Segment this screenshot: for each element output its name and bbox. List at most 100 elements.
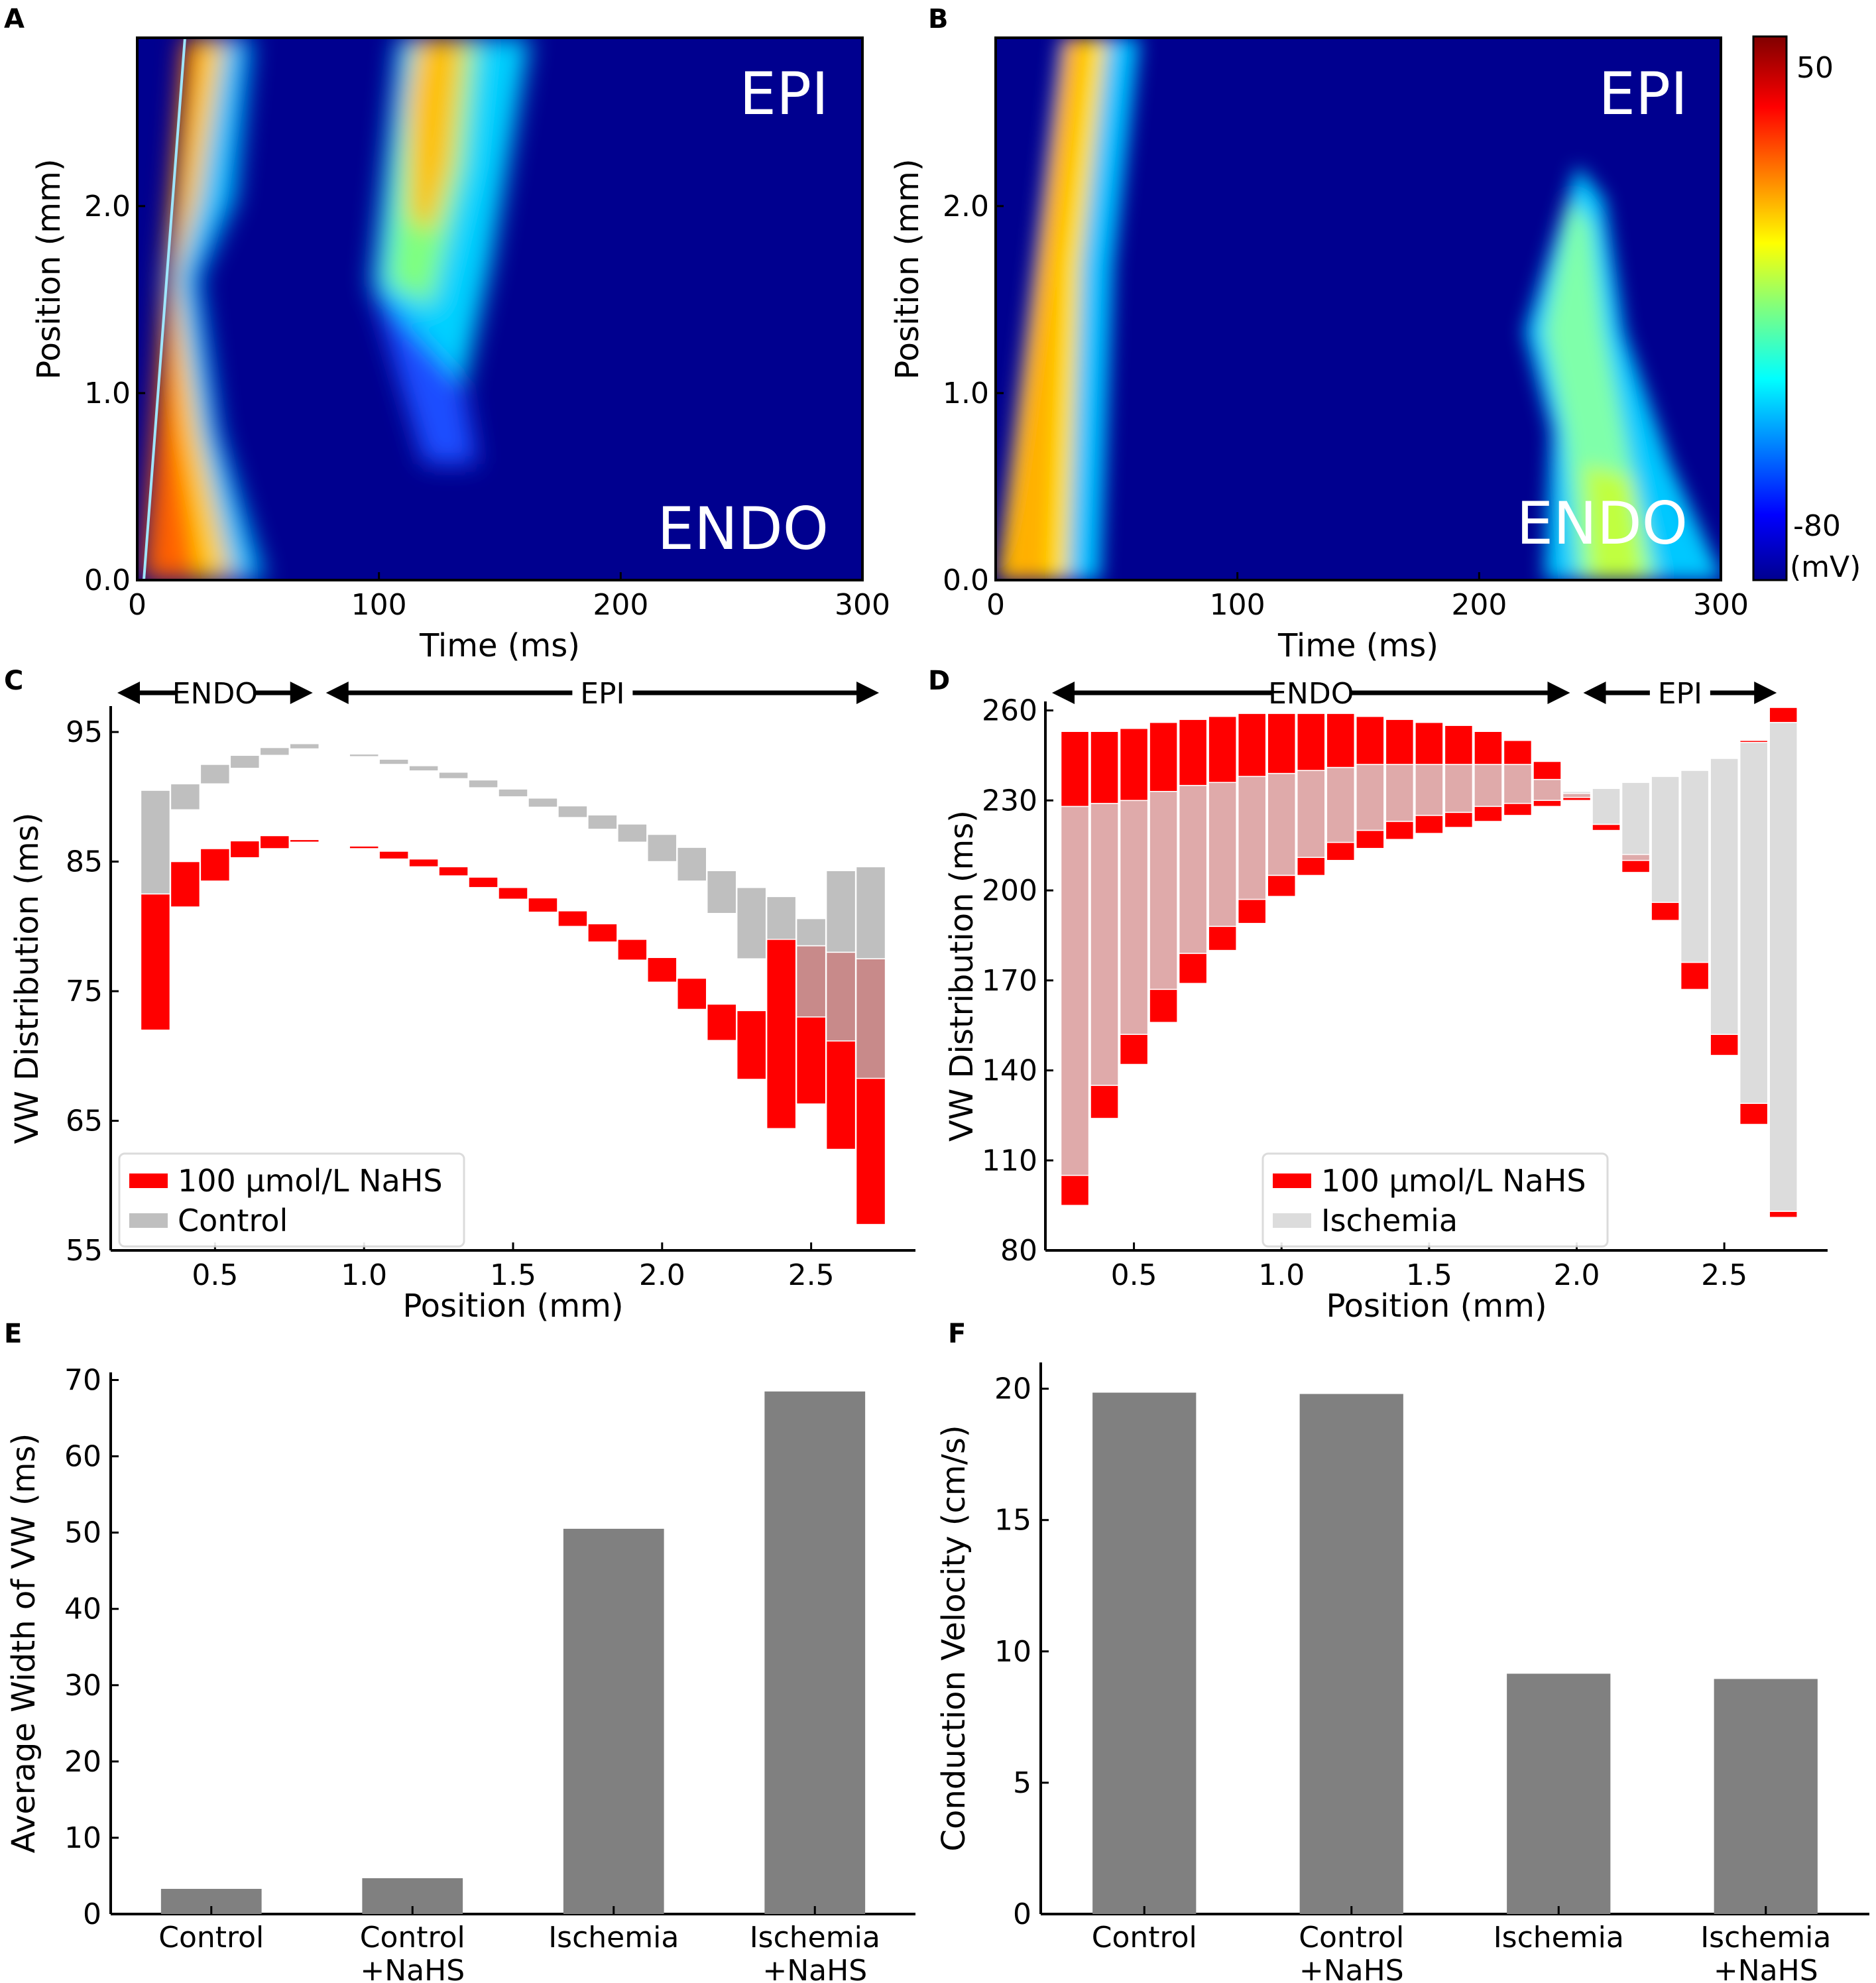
panel-c-overlap-bar: [825, 951, 856, 1042]
panel-c-base-bar: [617, 823, 648, 843]
panel-d-nahs-bottom-bar: [1326, 841, 1356, 861]
panel-d-ischemia-top-bar: [1562, 790, 1592, 794]
panel-f-xtick-label: Ischemia: [1700, 1921, 1831, 1954]
panel-c-base-bar: [557, 805, 588, 818]
panel-e-bar: [764, 1391, 866, 1914]
panel-a-endo-label: ENDO: [658, 495, 829, 563]
panel-e-letter: E: [4, 1319, 22, 1349]
panel-d-ischemia-top-bar: [1769, 721, 1798, 1212]
panel-c-legend-box: [118, 1152, 465, 1248]
panel-d-nahs-top-bar: [1385, 719, 1415, 765]
panel-c-base-bar: [140, 790, 171, 895]
panel-d-chart: D 0.5 1.0 1.5 2.0 2.5 80 110 140 170 200 230 260 Pos…: [928, 666, 1828, 1325]
panel-c-chart: C 0.5 1.0 1.5 2.0 2.5 55 65 75 85 95 Position (mm)…: [4, 666, 915, 1325]
panel-e-bar: [563, 1528, 664, 1914]
panel-d-region-arrow-left: [1583, 682, 1606, 704]
panel-c-base-bar: [677, 847, 707, 882]
panel-d-legend-swatch-base: [1273, 1213, 1311, 1228]
panel-f-xtick-label: Control: [1299, 1921, 1404, 1954]
panel-d-base-bar: [1178, 784, 1208, 954]
panel-e-ytick-label: 0: [83, 1897, 101, 1931]
panel-d-ischemia-top-bar: [1739, 740, 1769, 1107]
panel-c-nahs-bar: [259, 835, 290, 849]
panel-a-axes: 0 100 200 300 0.0 1.0 2.0 Time (ms) Position (mm…: [30, 158, 890, 664]
panel-c-xtick-label: 2.0: [639, 1258, 685, 1292]
panel-d-base-bar: [1119, 800, 1149, 1035]
panel-c-nahs-bar: [706, 1003, 737, 1042]
panel-d-nahs-bottom-bar: [1533, 800, 1562, 808]
panel-d-ytick-label: 170: [982, 964, 1037, 998]
panel-f-ytick-label: 0: [1013, 1897, 1031, 1931]
panel-c-nahs-bar: [528, 897, 558, 913]
panel-e-xtick-label: Ischemia: [750, 1921, 880, 1954]
panel-d-ischemia-top-bar: [1621, 782, 1651, 855]
panel-c-nahs-bar: [647, 957, 677, 983]
panel-e-xtick-label: +NaHS: [762, 1954, 867, 1983]
panel-c-base-bar: [587, 814, 618, 830]
panel-c-overlap-bar: [855, 958, 886, 1079]
panel-c-legend-swatch-nahs: [129, 1173, 168, 1188]
panel-d-nahs-top-bar: [1267, 713, 1296, 774]
panel-c-region-label-bg: [176, 676, 255, 710]
panel-a-ytick-label: 1.0: [84, 377, 131, 410]
panel-e-xtick-label: Control: [360, 1921, 465, 1954]
panel-c-yaxis-label: VW Distribution (ms): [9, 812, 46, 1144]
colorbar: [1752, 35, 1788, 581]
panel-d-base-bar: [1090, 803, 1119, 1086]
panel-c-region-arrow-left: [117, 682, 140, 704]
panel-c-xtick-label: 1.0: [341, 1258, 387, 1292]
panel-d-nahs-bottom-bar: [1592, 823, 1621, 831]
panel-c-base-bar: [766, 896, 797, 947]
panel-a-frame: [136, 36, 864, 581]
panel-d-ischemia-top-bar: [1680, 770, 1710, 972]
panel-c-ytick-label: 95: [66, 715, 103, 749]
panel-e-ytick-label: 20: [64, 1745, 101, 1779]
panel-b-heatmap: B EPI ENDO 0 100 200 300 0.0 1.0 2.0 Time (ms) P…: [889, 4, 1861, 664]
panel-f-bar: [1092, 1392, 1197, 1914]
panel-d-nahs-bottom-bar: [1680, 961, 1710, 991]
panel-c-nahs-bar: [617, 939, 648, 961]
panel-c-region-label: ENDO: [172, 677, 258, 711]
panel-c-nahs-bar: [229, 840, 261, 859]
panel-e-yaxis-label: Average Width of VW (ms): [5, 1433, 42, 1853]
panel-f-plot: 0 5 10 15 20 Conduction Velocity (cm/s) Contro…: [935, 1362, 1869, 1983]
panel-d-nahs-top-bar: [1060, 731, 1090, 808]
panel-c-xtick-label: 2.5: [788, 1258, 835, 1292]
panel-d-nahs-top-bar: [1326, 713, 1356, 768]
panel-d-ytick-label: 260: [982, 694, 1037, 728]
panel-d-letter: D: [928, 666, 950, 696]
panel-d-nahs-bottom-bar: [1562, 797, 1592, 802]
panel-d-region-arrow-right: [1754, 682, 1777, 704]
panel-d-nahs-bottom-bar: [1297, 857, 1326, 876]
panel-b-xtick-label: 100: [1210, 588, 1265, 622]
panel-f-bar: [1507, 1673, 1611, 1914]
panel-d-base-bar: [1208, 782, 1237, 928]
panel-c-base-bar: [349, 753, 379, 757]
panel-d-plot: 0.5 1.0 1.5 2.0 2.5 80 110 140 170 200 230 260 Posit…: [943, 676, 1828, 1325]
panel-d-base-bar: [1533, 778, 1562, 802]
panel-d-nahs-bottom-bar: [1651, 902, 1680, 922]
panel-e-plot: 0 10 20 30 40 50 60 70 Average Width of VW (ms) C…: [5, 1364, 915, 1983]
panel-b-endo-label: ENDO: [1517, 489, 1688, 558]
panel-d-nahs-bottom-bar: [1208, 926, 1237, 951]
panel-d-yaxis-label: VW Distribution (ms): [943, 810, 980, 1142]
panel-f-ytick-label: 5: [1013, 1766, 1031, 1800]
panel-d-nahs-bottom-bar: [1503, 803, 1533, 816]
panel-d-nahs-bottom-bar: [1769, 1211, 1798, 1218]
panel-d-nahs-top-bar: [1090, 731, 1119, 804]
panel-a-xtick-label: 300: [835, 588, 890, 622]
panel-c-overlap-bar: [795, 945, 827, 1018]
panel-d-ytick-label: 80: [1000, 1234, 1037, 1268]
panel-c-base-bar: [379, 758, 409, 765]
panel-a-ytick-label: 2.0: [84, 190, 131, 223]
panel-c-base-bar: [438, 771, 469, 780]
panel-b-ytick-label: 1.0: [943, 377, 989, 410]
panel-c-base-bar: [855, 866, 886, 959]
panel-c-base-bar: [259, 747, 290, 756]
panel-a-ytick-label: 0.0: [84, 564, 131, 597]
panel-c-base-bar: [647, 833, 677, 863]
colorbar-unit-label: (mV): [1790, 550, 1861, 584]
panel-f-ytick-label: 15: [994, 1504, 1031, 1537]
panel-c-base-bar: [229, 754, 261, 769]
